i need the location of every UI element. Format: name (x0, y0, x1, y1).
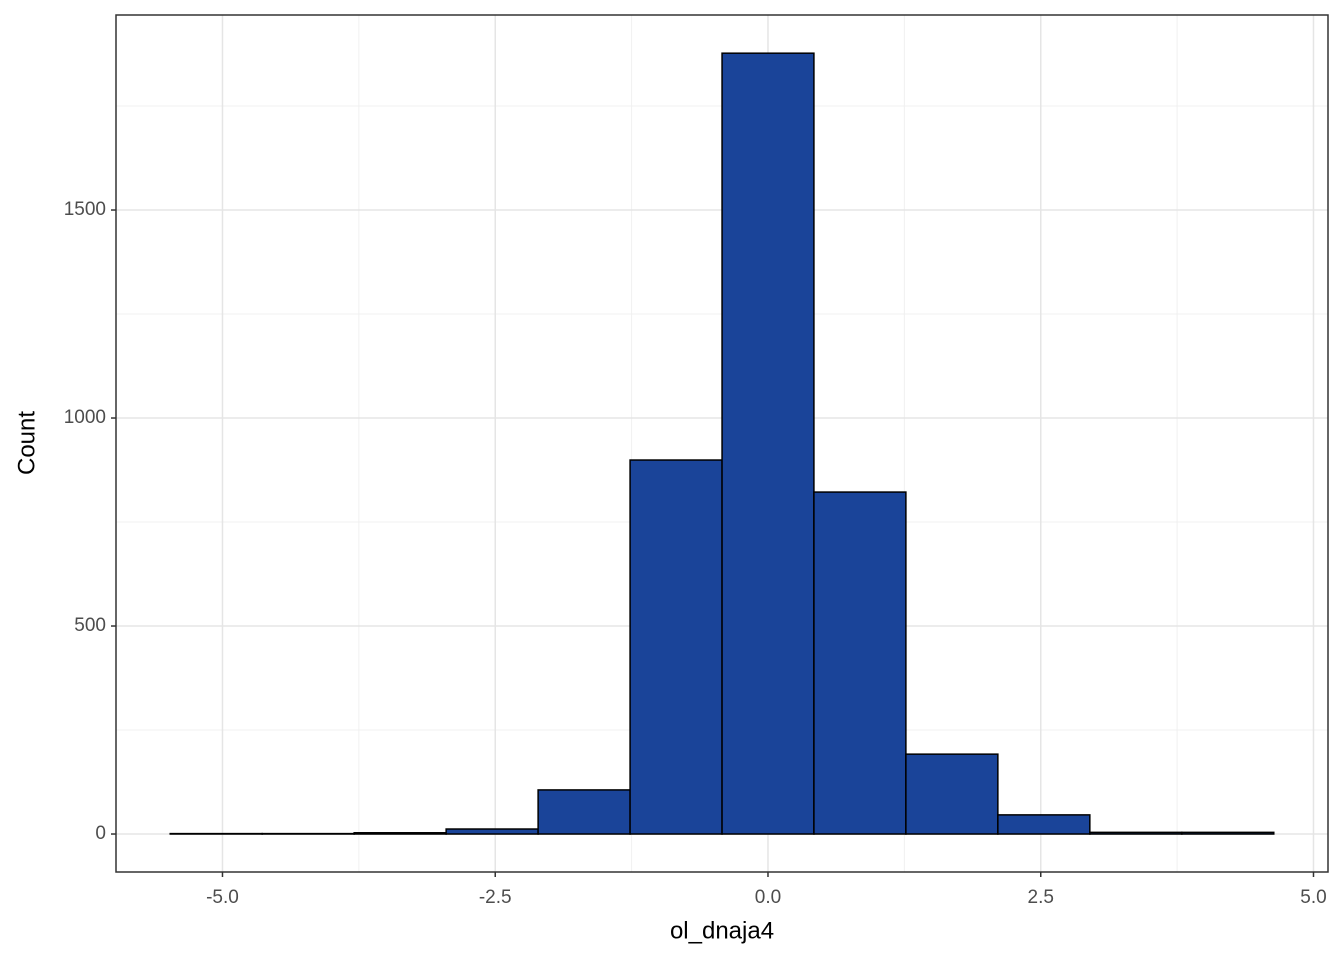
x-tick-label: 5.0 (1300, 887, 1326, 908)
bar (538, 790, 630, 834)
x-tick-label: -2.5 (479, 887, 512, 908)
bar (906, 754, 998, 834)
x-tick-label: 0.0 (755, 887, 781, 908)
x-axis-label: ol_dnaja4 (670, 917, 774, 944)
bar (446, 829, 538, 834)
bar (1182, 832, 1274, 834)
y-tick-label: 1500 (64, 199, 106, 220)
y-tick-label: 500 (74, 615, 106, 636)
bar (1090, 832, 1182, 834)
x-tick-label: 2.5 (1028, 887, 1054, 908)
bar (354, 833, 446, 834)
y-axis-label: Count (13, 411, 40, 475)
bar (722, 53, 814, 834)
bar (814, 492, 906, 834)
y-tick-label: 1000 (64, 407, 106, 428)
bar (630, 460, 722, 834)
y-tick-label: 0 (95, 823, 106, 844)
bar (998, 815, 1090, 834)
x-tick-label: -5.0 (206, 887, 239, 908)
